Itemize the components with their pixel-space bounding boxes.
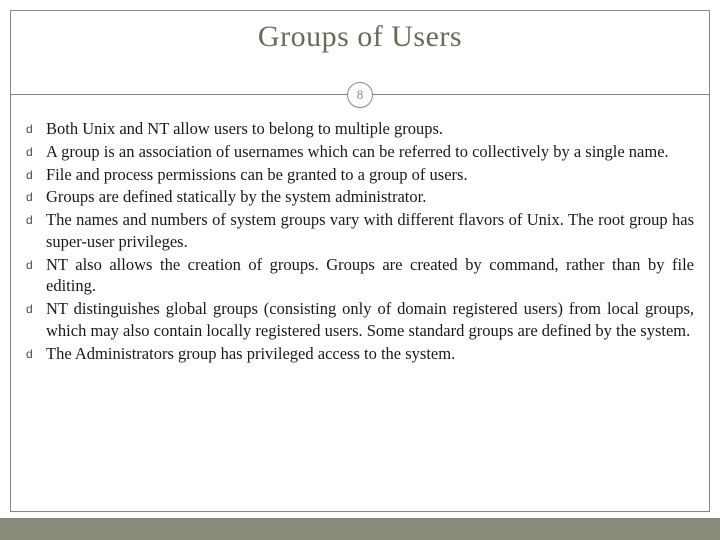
slide-title: Groups of Users bbox=[0, 20, 720, 54]
bullet-text: NT also allows the creation of groups. G… bbox=[46, 255, 694, 296]
bullet-icon: d bbox=[26, 347, 33, 363]
bullet-text: A group is an association of usernames w… bbox=[46, 142, 669, 161]
bullet-icon: d bbox=[26, 145, 33, 161]
bullet-text: NT distinguishes global groups (consisti… bbox=[46, 299, 694, 340]
bullet-icon: d bbox=[26, 122, 33, 138]
bullet-icon: d bbox=[26, 258, 33, 274]
bullet-item: d Groups are defined statically by the sy… bbox=[26, 186, 694, 208]
bullet-text: The Administrators group has privileged … bbox=[46, 344, 455, 363]
bullet-text: Both Unix and NT allow users to belong t… bbox=[46, 119, 443, 138]
bullet-icon: d bbox=[26, 190, 33, 206]
slide-content: d Both Unix and NT allow users to belong … bbox=[26, 118, 694, 365]
bullet-item: d A group is an association of usernames … bbox=[26, 141, 694, 163]
bullet-icon: d bbox=[26, 168, 33, 184]
bullet-text: File and process permissions can be gran… bbox=[46, 165, 468, 184]
bullet-item: d File and process permissions can be gra… bbox=[26, 164, 694, 186]
title-divider: 8 bbox=[10, 82, 710, 108]
bullet-text: The names and numbers of system groups v… bbox=[46, 210, 694, 251]
bullet-text: Groups are defined statically by the sys… bbox=[46, 187, 426, 206]
bullet-item: d Both Unix and NT allow users to belong … bbox=[26, 118, 694, 140]
bullet-item: d NT also allows the creation of groups. … bbox=[26, 254, 694, 298]
page-number-badge: 8 bbox=[347, 82, 373, 108]
footer-bar bbox=[0, 518, 720, 540]
bullet-item: d The names and numbers of system groups … bbox=[26, 209, 694, 253]
bullet-item: d NT distinguishes global groups (consist… bbox=[26, 298, 694, 342]
bullet-item: d The Administrators group has privileged… bbox=[26, 343, 694, 365]
bullet-icon: d bbox=[26, 302, 33, 318]
slide: Groups of Users 8 d Both Unix and NT allo… bbox=[0, 0, 720, 540]
bullet-icon: d bbox=[26, 213, 33, 229]
